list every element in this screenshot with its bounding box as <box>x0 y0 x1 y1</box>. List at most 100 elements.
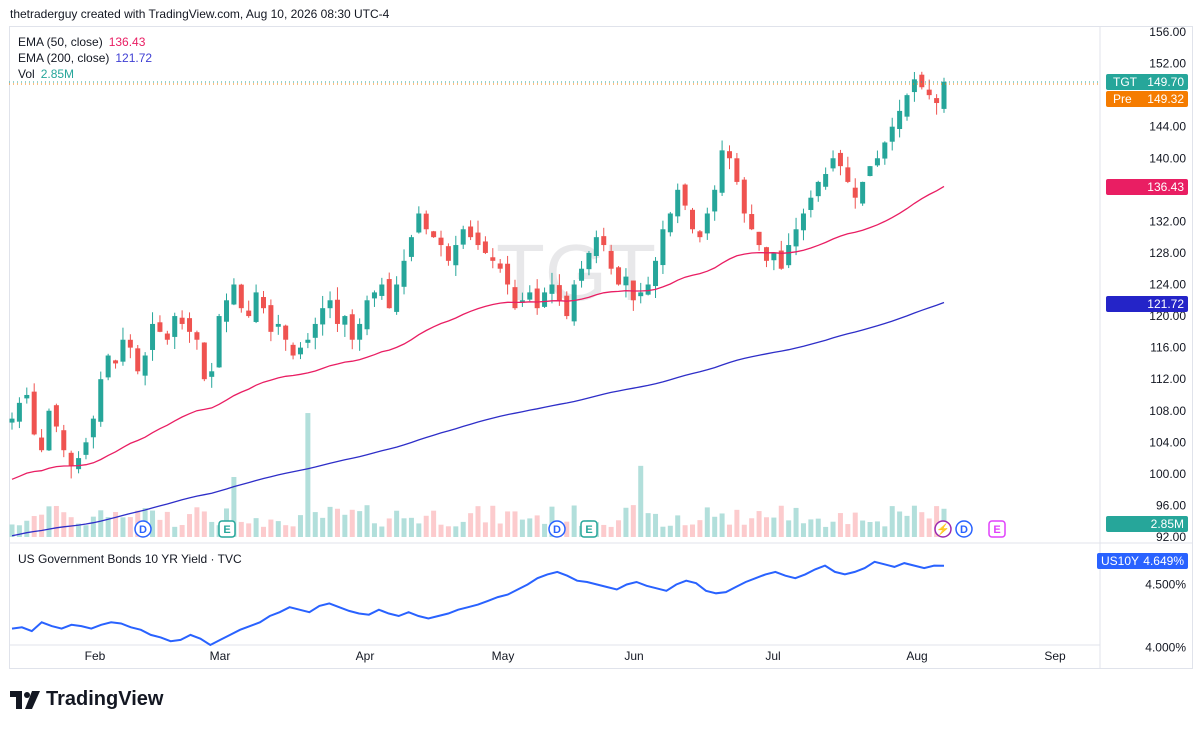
last-price-badge-bg <box>1106 74 1188 90</box>
volume-bar <box>231 477 237 537</box>
volume-bar <box>771 517 777 537</box>
volume-bar <box>852 512 858 537</box>
legend-ema200[interactable]: EMA (200, close) 121.72 <box>18 50 152 66</box>
candle-body <box>608 250 614 269</box>
volume-bar <box>571 505 577 537</box>
volume-bar <box>830 521 836 537</box>
volume-bar <box>645 513 651 537</box>
candle-body <box>712 189 718 212</box>
volume-bar <box>297 515 303 537</box>
volume-bar <box>9 524 15 537</box>
volume-bar <box>201 511 207 537</box>
volume-bar <box>320 517 326 537</box>
event-markers: D E D E ⚡ D E <box>134 520 1006 538</box>
volume-bar <box>874 521 880 537</box>
candle-body <box>334 299 340 324</box>
candle-body <box>39 437 45 451</box>
candle-body <box>579 268 585 281</box>
volume-bar <box>697 520 703 537</box>
volume-bar <box>416 523 422 537</box>
volume-bar <box>904 515 910 537</box>
volume-bar <box>897 511 903 537</box>
candle-body <box>275 323 281 327</box>
ema200-badge-value: 121.72 <box>1147 297 1184 311</box>
candle-body <box>682 184 688 206</box>
volume-bar <box>39 514 45 537</box>
volume-bar <box>187 514 193 537</box>
candle-body <box>690 209 696 230</box>
candle-body <box>349 314 355 340</box>
volume-bar <box>105 517 111 537</box>
time-tick-label: Sep <box>1044 649 1066 663</box>
candle-body <box>867 166 873 177</box>
candle-body <box>246 310 252 317</box>
price-tick-label: 144.00 <box>1149 120 1186 134</box>
candle-body <box>113 360 119 364</box>
candle-body <box>238 284 244 309</box>
candle-body <box>734 158 740 182</box>
ema50-line <box>11 185 945 480</box>
candle-body <box>260 297 266 309</box>
candle-body <box>379 284 385 296</box>
candle-body <box>290 344 296 356</box>
earnings-icon-ring <box>988 520 1006 538</box>
candle-body <box>527 292 533 300</box>
volume-bar <box>712 516 718 537</box>
price-tick-label: 132.00 <box>1149 214 1186 228</box>
volume-bar <box>837 513 843 537</box>
volume-bar <box>305 413 311 537</box>
candle-body <box>194 332 200 340</box>
candle-body <box>386 279 392 309</box>
volume-bar <box>24 520 30 537</box>
yield-badge-value: 4.649% <box>1143 554 1184 568</box>
candle-body <box>431 231 437 238</box>
volume-bar <box>542 523 548 537</box>
ema50-badge-bg <box>1106 179 1188 195</box>
candle-body <box>142 355 148 376</box>
candle-body <box>793 229 799 247</box>
candle-body <box>408 237 414 257</box>
candle-body <box>564 295 570 317</box>
volume-bar <box>490 505 496 537</box>
candle-body <box>445 246 451 261</box>
split-icon-ring <box>934 520 952 538</box>
dividend-icon: D <box>553 524 561 536</box>
candle-body <box>926 89 932 96</box>
volume-bar <box>16 525 22 537</box>
legend-ema50[interactable]: EMA (50, close) 136.43 <box>18 34 152 50</box>
volume-badge-bg <box>1106 516 1188 532</box>
candle-body <box>68 452 74 466</box>
candle-body <box>741 179 747 214</box>
volume-bar <box>312 512 318 537</box>
volume-bar <box>675 515 681 537</box>
candle-body <box>911 79 917 93</box>
volume-bar <box>246 523 252 537</box>
candle-body <box>320 308 326 325</box>
yield-pane-title[interactable]: US Government Bonds 10 YR Yield · TVC <box>18 551 242 567</box>
candle-body <box>453 245 459 266</box>
candle-body <box>98 379 104 422</box>
volume-bar <box>786 520 792 537</box>
candle-body <box>53 405 59 427</box>
candle-body <box>90 418 96 438</box>
volume-bar <box>150 510 156 537</box>
volume-bar <box>778 505 784 537</box>
volume-bar <box>113 512 119 537</box>
legend-vol[interactable]: Vol 2.85M <box>18 66 152 82</box>
volume-bar <box>120 517 126 537</box>
candle-body <box>786 245 792 266</box>
dividend-icon: D <box>139 524 147 536</box>
dividend-icon-ring <box>548 520 566 538</box>
tradingview-brand: TradingView <box>46 688 164 710</box>
volume-bar <box>549 506 555 537</box>
tradingview-footer[interactable]: TradingView <box>10 688 163 711</box>
candle-body <box>268 305 274 332</box>
volume-bar <box>845 524 851 537</box>
volume-bar <box>719 513 725 537</box>
price-badges: TGT 149.70 Pre 149.32 136.43 121.72 2.85M <box>1106 74 1188 532</box>
candle-body <box>845 167 851 182</box>
candle-body <box>46 410 52 451</box>
price-tick-label: 116.00 <box>1150 341 1186 355</box>
candle-body <box>157 322 163 332</box>
